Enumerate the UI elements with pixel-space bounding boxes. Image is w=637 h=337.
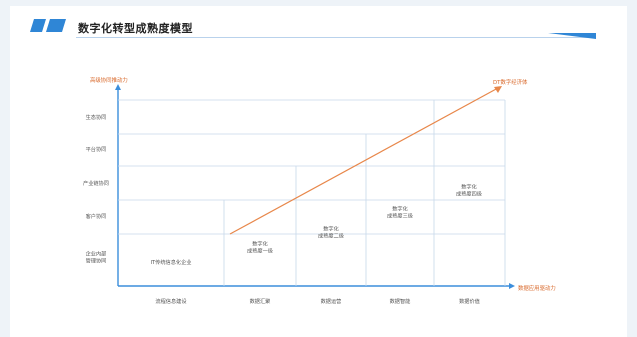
stage-label: 数字化	[392, 205, 408, 213]
row-label: 产业链协同	[83, 179, 109, 187]
stage-label: 数字化	[323, 225, 339, 233]
trend-line	[229, 87, 499, 235]
title-stripes-icon	[30, 19, 66, 32]
row-label: 平台协同	[86, 145, 107, 153]
x-axis-arrow-icon	[509, 283, 515, 289]
stage-label: 成熟度四级	[456, 190, 482, 198]
page-title: 数字化转型成熟度模型	[78, 22, 193, 35]
title-divider	[76, 37, 590, 38]
stage-label: 成熟度二级	[318, 232, 344, 240]
stage-label: 成熟度三级	[387, 212, 413, 220]
column-label: 数据价值	[459, 297, 480, 305]
trend-label: DT数字经济体	[493, 78, 528, 86]
column-label: 数据汇聚	[250, 297, 272, 305]
stage-label: IT传统信息化企业	[150, 258, 191, 266]
row-label: 客户协同	[86, 212, 107, 220]
content-card	[10, 6, 627, 337]
stage-label: 数字化	[252, 240, 268, 248]
row-label: 管理协同	[86, 257, 107, 265]
column-label: 数据智能	[390, 297, 411, 305]
x-axis-label: 数据应用驱动力	[518, 284, 556, 292]
row-label: 企业内部	[86, 250, 107, 258]
y-axis-arrow-icon	[115, 84, 121, 90]
column-label: 流程信息建设	[155, 297, 186, 305]
column-label: 数据运营	[321, 297, 342, 305]
stage-label: 成熟度一级	[247, 247, 273, 255]
y-axis-label: 高级协同推动力	[90, 76, 128, 84]
trend-arrow-icon	[494, 86, 502, 93]
row-label: 生态协同	[86, 113, 107, 121]
stage-label: 数字化	[461, 183, 477, 191]
